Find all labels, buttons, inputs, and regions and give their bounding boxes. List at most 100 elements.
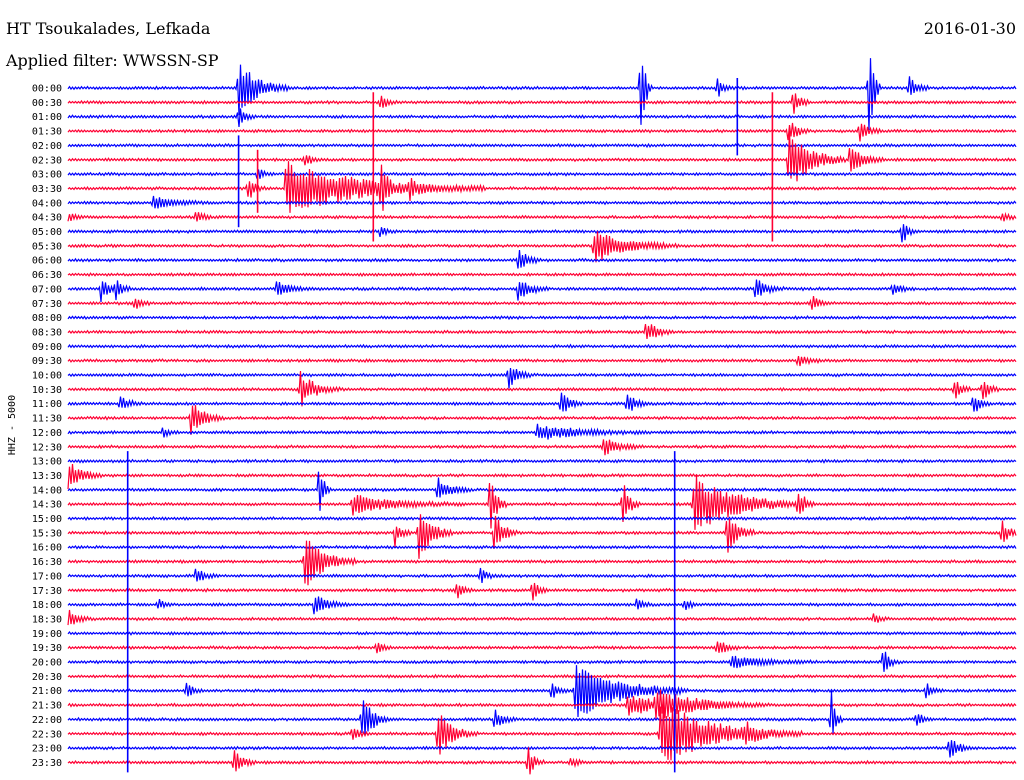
trace-row: [67, 296, 1017, 310]
tick-label: 23:00: [32, 744, 62, 755]
trace-row: [67, 231, 1017, 263]
tick-label: 12:30: [32, 442, 62, 453]
trace-row: [67, 641, 1017, 654]
tick-label: 19:30: [32, 643, 62, 654]
tick-label: 10:00: [32, 371, 62, 382]
tick-label: 19:00: [32, 629, 62, 640]
tick-label: 04:00: [32, 198, 62, 209]
trace-row: [67, 169, 1017, 179]
y-axis-label: HHZ - 5000: [7, 395, 18, 455]
trace-row: [67, 423, 1017, 440]
tick-label: 01:30: [32, 127, 62, 138]
tick-label: 03:00: [32, 170, 62, 181]
trace-row: [67, 108, 1017, 128]
record-date: 2016-01-30: [924, 19, 1016, 38]
trace-row: [67, 514, 1017, 559]
tick-label: 23:30: [32, 758, 62, 769]
trace-row: [67, 567, 1017, 583]
tick-label: 14:00: [32, 485, 62, 496]
trace-row: [67, 458, 1017, 464]
trace-row: [67, 515, 1017, 522]
trace-row: [67, 582, 1017, 601]
trace-row: [67, 690, 1017, 736]
trace-row: [67, 464, 1017, 490]
tick-label: 13:30: [32, 471, 62, 482]
trace-row: [67, 471, 1017, 511]
trace-row: [67, 343, 1017, 349]
tick-label: 07:30: [32, 299, 62, 310]
trace-row: [67, 161, 1017, 213]
tick-label: 02:30: [32, 155, 62, 166]
tick-label: 13:00: [32, 457, 62, 468]
trace-row: [67, 673, 1017, 679]
tick-label: 15:00: [32, 514, 62, 525]
tick-label: 06:00: [32, 256, 62, 267]
trace-row: [67, 596, 1017, 615]
tick-label: 11:30: [32, 414, 62, 425]
trace-row: [67, 324, 1017, 339]
tick-label: 06:30: [32, 270, 62, 281]
tick-label: 21:00: [32, 686, 62, 697]
tick-label: 11:00: [32, 399, 62, 410]
tick-label: 17:00: [32, 571, 62, 582]
trace-row: [67, 279, 1017, 302]
tick-label: 20:30: [32, 672, 62, 683]
tick-label: 16:30: [32, 557, 62, 568]
tick-label: 20:00: [32, 658, 62, 669]
trace-row: [67, 544, 1017, 550]
trace-row: [67, 122, 1017, 142]
tick-label: 08:00: [32, 313, 62, 324]
trace-row: [67, 314, 1017, 321]
trace-row: [67, 405, 1017, 435]
tick-label: 04:30: [32, 213, 62, 224]
trace-row: [67, 250, 1017, 269]
tick-label: 12:00: [32, 428, 62, 439]
tick-label: 10:30: [32, 385, 62, 396]
trace-row: [67, 211, 1017, 222]
trace-row: [67, 129, 1017, 182]
tick-label: 02:00: [32, 141, 62, 152]
filter-label: Applied filter: WWSSN-SP: [5, 51, 219, 70]
trace-row: [67, 195, 1017, 209]
trace-row: [67, 142, 1017, 149]
trace-row: [67, 609, 1017, 626]
tick-label: 15:30: [32, 528, 62, 539]
trace-row: [67, 651, 1017, 672]
trace-row: [67, 740, 1017, 758]
tick-label: 00:30: [32, 98, 62, 109]
station-title: HT Tsoukalades, Lefkada: [6, 19, 211, 38]
tick-label: 00:00: [32, 84, 62, 95]
tick-label: 21:30: [32, 701, 62, 712]
tick-label: 14:30: [32, 500, 62, 511]
trace-row: [67, 665, 1017, 718]
seismic-traces: [67, 58, 1017, 775]
tick-label: 07:00: [32, 284, 62, 295]
trace-row: [67, 392, 1017, 412]
tick-label: 09:30: [32, 356, 62, 367]
time-tick-labels: 00:00 00:30 01:00 01:30 02:00 02:30 03:00 03:30…: [32, 84, 62, 769]
tick-label: 16:00: [32, 543, 62, 554]
tick-label: 09:00: [32, 342, 62, 353]
trace-row: [67, 370, 1017, 407]
tick-label: 03:30: [32, 184, 62, 195]
trace-row: [67, 630, 1017, 637]
tick-label: 22:30: [32, 729, 62, 740]
trace-row: [67, 271, 1017, 278]
trace-row: [67, 474, 1017, 530]
tick-label: 05:30: [32, 241, 62, 252]
trace-row: [67, 224, 1017, 243]
tick-label: 18:30: [32, 614, 62, 625]
trace-row: [67, 747, 1017, 775]
trace-row: [67, 93, 1017, 114]
trace-row: [67, 540, 1017, 586]
tick-label: 17:30: [32, 586, 62, 597]
tick-label: 18:00: [32, 600, 62, 611]
tick-label: 01:00: [32, 112, 62, 123]
tick-label: 22:00: [32, 715, 62, 726]
trace-row: [67, 355, 1017, 367]
tick-label: 08:30: [32, 327, 62, 338]
trace-row: [67, 700, 1017, 761]
trace-row: [67, 689, 1017, 719]
tick-label: 05:00: [32, 227, 62, 238]
